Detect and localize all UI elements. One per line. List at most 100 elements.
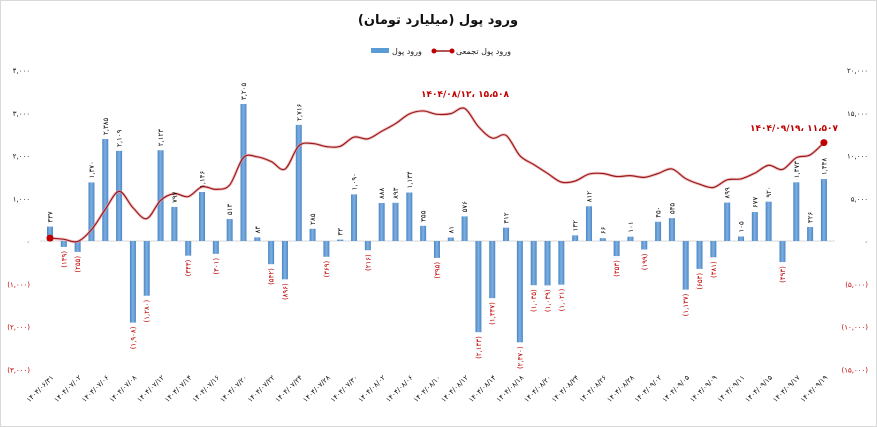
bar [530, 241, 537, 286]
bar [668, 218, 675, 241]
bar [364, 241, 371, 251]
right-axis-tick-label: ۱۵,۰۰۰ [847, 110, 868, 118]
bar-value-label: ۳,۲۰۵ [240, 82, 248, 100]
x-axis-date-label: ۱۴۰۴/۰۷/۱۶ [191, 374, 221, 404]
bar [807, 227, 814, 241]
legend-label-bars: ورود پول [392, 47, 422, 56]
bar [212, 241, 219, 254]
bar-value-label: (۶۵۳) [696, 273, 704, 290]
bar-value-label: ۶۶ [599, 226, 607, 234]
bar-value-label: ۱۰۱ [627, 221, 635, 232]
bar [102, 139, 109, 241]
x-axis-date-label: ۱۴۰۴/۰۸/۲۴ [550, 374, 580, 404]
bar-value-label: ۳۲۶ [807, 212, 815, 224]
bar-value-label: ۵۷۶ [461, 201, 469, 213]
start-point-marker [46, 234, 54, 242]
bar [157, 150, 164, 241]
x-axis-date-label: ۱۴۰۴/۰۷/۰۶ [80, 374, 110, 404]
legend-label-line: ورود پول تجمعی [456, 47, 511, 56]
bar [323, 241, 330, 257]
right-axis-tick-label: ۲۰,۰۰۰ [847, 67, 868, 75]
bar-value-label: (۳۶۹) [323, 261, 331, 278]
bar-value-label: ۳۱۲ [503, 212, 511, 224]
bar [378, 203, 385, 241]
bar [60, 241, 67, 247]
bar-value-label: ۴۵۰ [655, 206, 663, 217]
bar-value-label: (۲۵۵) [74, 256, 82, 273]
bar [74, 241, 81, 252]
x-axis-date-label: ۱۴۰۴/۰۸/۲۶ [578, 374, 608, 404]
x-axis-date-label: ۱۴۰۴/۰۹/۱۷ [771, 374, 801, 404]
x-axis-date-label: ۱۴۰۴/۰۸/۲۰ [523, 374, 553, 404]
bar [710, 241, 717, 258]
x-axis-date-label: ۱۴۰۴/۰۷/۲۸ [302, 374, 332, 404]
bar [820, 179, 827, 241]
x-axis-date-label: ۱۴۰۴/۰۷/۲۰ [219, 374, 249, 404]
left-axis-tick-label: (۱,۰۰۰) [7, 281, 30, 289]
bar-value-label: (۱۹۹) [641, 253, 649, 270]
x-axis-date-label: ۱۴۰۴/۰۸/۰۶ [384, 374, 414, 404]
bar-value-label: ۶۷۷ [751, 197, 759, 209]
bar-value-label: (۳۴۳) [185, 259, 193, 276]
bar-value-label: ۹۲۰ [765, 186, 773, 197]
bar-value-label: (۳۰۱) [212, 258, 220, 275]
right-axis-tick-label: (۱۵,۰۰۰) [842, 366, 869, 374]
bar [116, 150, 123, 241]
x-axis-date-label: ۱۴۰۴/۰۸/۰۲ [357, 374, 387, 404]
bar [254, 237, 261, 241]
bar-value-label: ۱۰۵ [738, 221, 746, 233]
bar [281, 241, 288, 280]
bar-value-label: ۲,۷۱۶ [295, 103, 303, 121]
bar [572, 235, 579, 241]
right-axis-tick-label: ۵,۰۰۰ [851, 195, 868, 203]
bar [779, 241, 786, 263]
left-axis-tick-label: ۰ [26, 238, 30, 246]
legend-marker-icon [431, 48, 437, 54]
bar [268, 241, 275, 265]
bar-value-label: ۲,۱۰۹ [116, 129, 124, 147]
bar [751, 212, 758, 241]
cumulative-annotation: ۱۴۰۴/۰۸/۱۲، ۱۵،۵۰۸ [421, 90, 509, 100]
bar [544, 241, 551, 286]
bar-value-label: (۳۹۵) [433, 262, 441, 279]
left-axis-tick-label: (۲,۰۰۰) [7, 324, 30, 332]
left-axis-tick-label: (۳,۰۰۰) [7, 366, 30, 374]
x-axis-date-label: ۱۴۰۴/۰۷/۰۸ [108, 374, 138, 404]
bar-value-label: (۲,۱۳۳) [475, 336, 483, 359]
bar-value-label: (۲۱۶) [364, 254, 372, 271]
bar-value-label: (۱,۰۳۵) [530, 289, 538, 312]
cumulative-line-glow [49, 106, 825, 244]
x-axis-date-label: ۱۴۰۴/۰۷/۲۲ [246, 374, 276, 404]
chart-title: ورود پول (میلیارد تومان) [358, 13, 518, 28]
bar [199, 192, 206, 241]
bar [406, 192, 413, 241]
bar-value-label: ۲,۱۲۳ [157, 129, 165, 147]
bar [185, 241, 192, 256]
bar [585, 206, 592, 241]
bar-value-label: (۳۸۱) [710, 261, 718, 278]
x-axis-date-label: ۱۴۰۴/۰۹/۱۹ [799, 374, 829, 404]
bar [682, 241, 689, 290]
bar-value-label: ۱,۴۴۸ [820, 158, 828, 176]
left-axis-tick-label: ۲,۰۰۰ [13, 153, 30, 161]
bar [129, 241, 136, 323]
x-axis-date-label: ۱۴۰۴/۰۹/۰۲ [633, 374, 663, 404]
x-axis-date-label: ۱۴۰۴/۰۸/۱۲ [440, 374, 470, 404]
left-axis-tick-label: ۳,۰۰۰ [13, 110, 30, 118]
bar [641, 241, 648, 250]
x-axis-date-label: ۱۴۰۴/۰۷/۰۲ [53, 374, 83, 404]
bar-value-label: ۱,۰۹۰ [351, 173, 359, 190]
bar-value-label: ۸۹۹ [724, 187, 732, 199]
bar-value-label: ۸۹۳ [392, 187, 400, 199]
bar-value-label: ۸۱ [447, 226, 455, 234]
bar-value-label: (۲,۳۷۰) [516, 346, 524, 369]
bar [655, 221, 662, 241]
bar-value-label: ۳۳ [337, 228, 345, 236]
x-axis-date-label: ۱۴۰۴/۰۷/۱۲ [136, 374, 166, 404]
bar [724, 202, 731, 241]
bar-value-label: (۱,۳۳۷) [489, 302, 497, 325]
x-axis-date-label: ۱۴۰۴/۰۷/۲۴ [274, 374, 304, 404]
bar [793, 182, 800, 241]
x-axis-date-label: ۱۴۰۴/۰۸/۱۰ [412, 374, 442, 404]
